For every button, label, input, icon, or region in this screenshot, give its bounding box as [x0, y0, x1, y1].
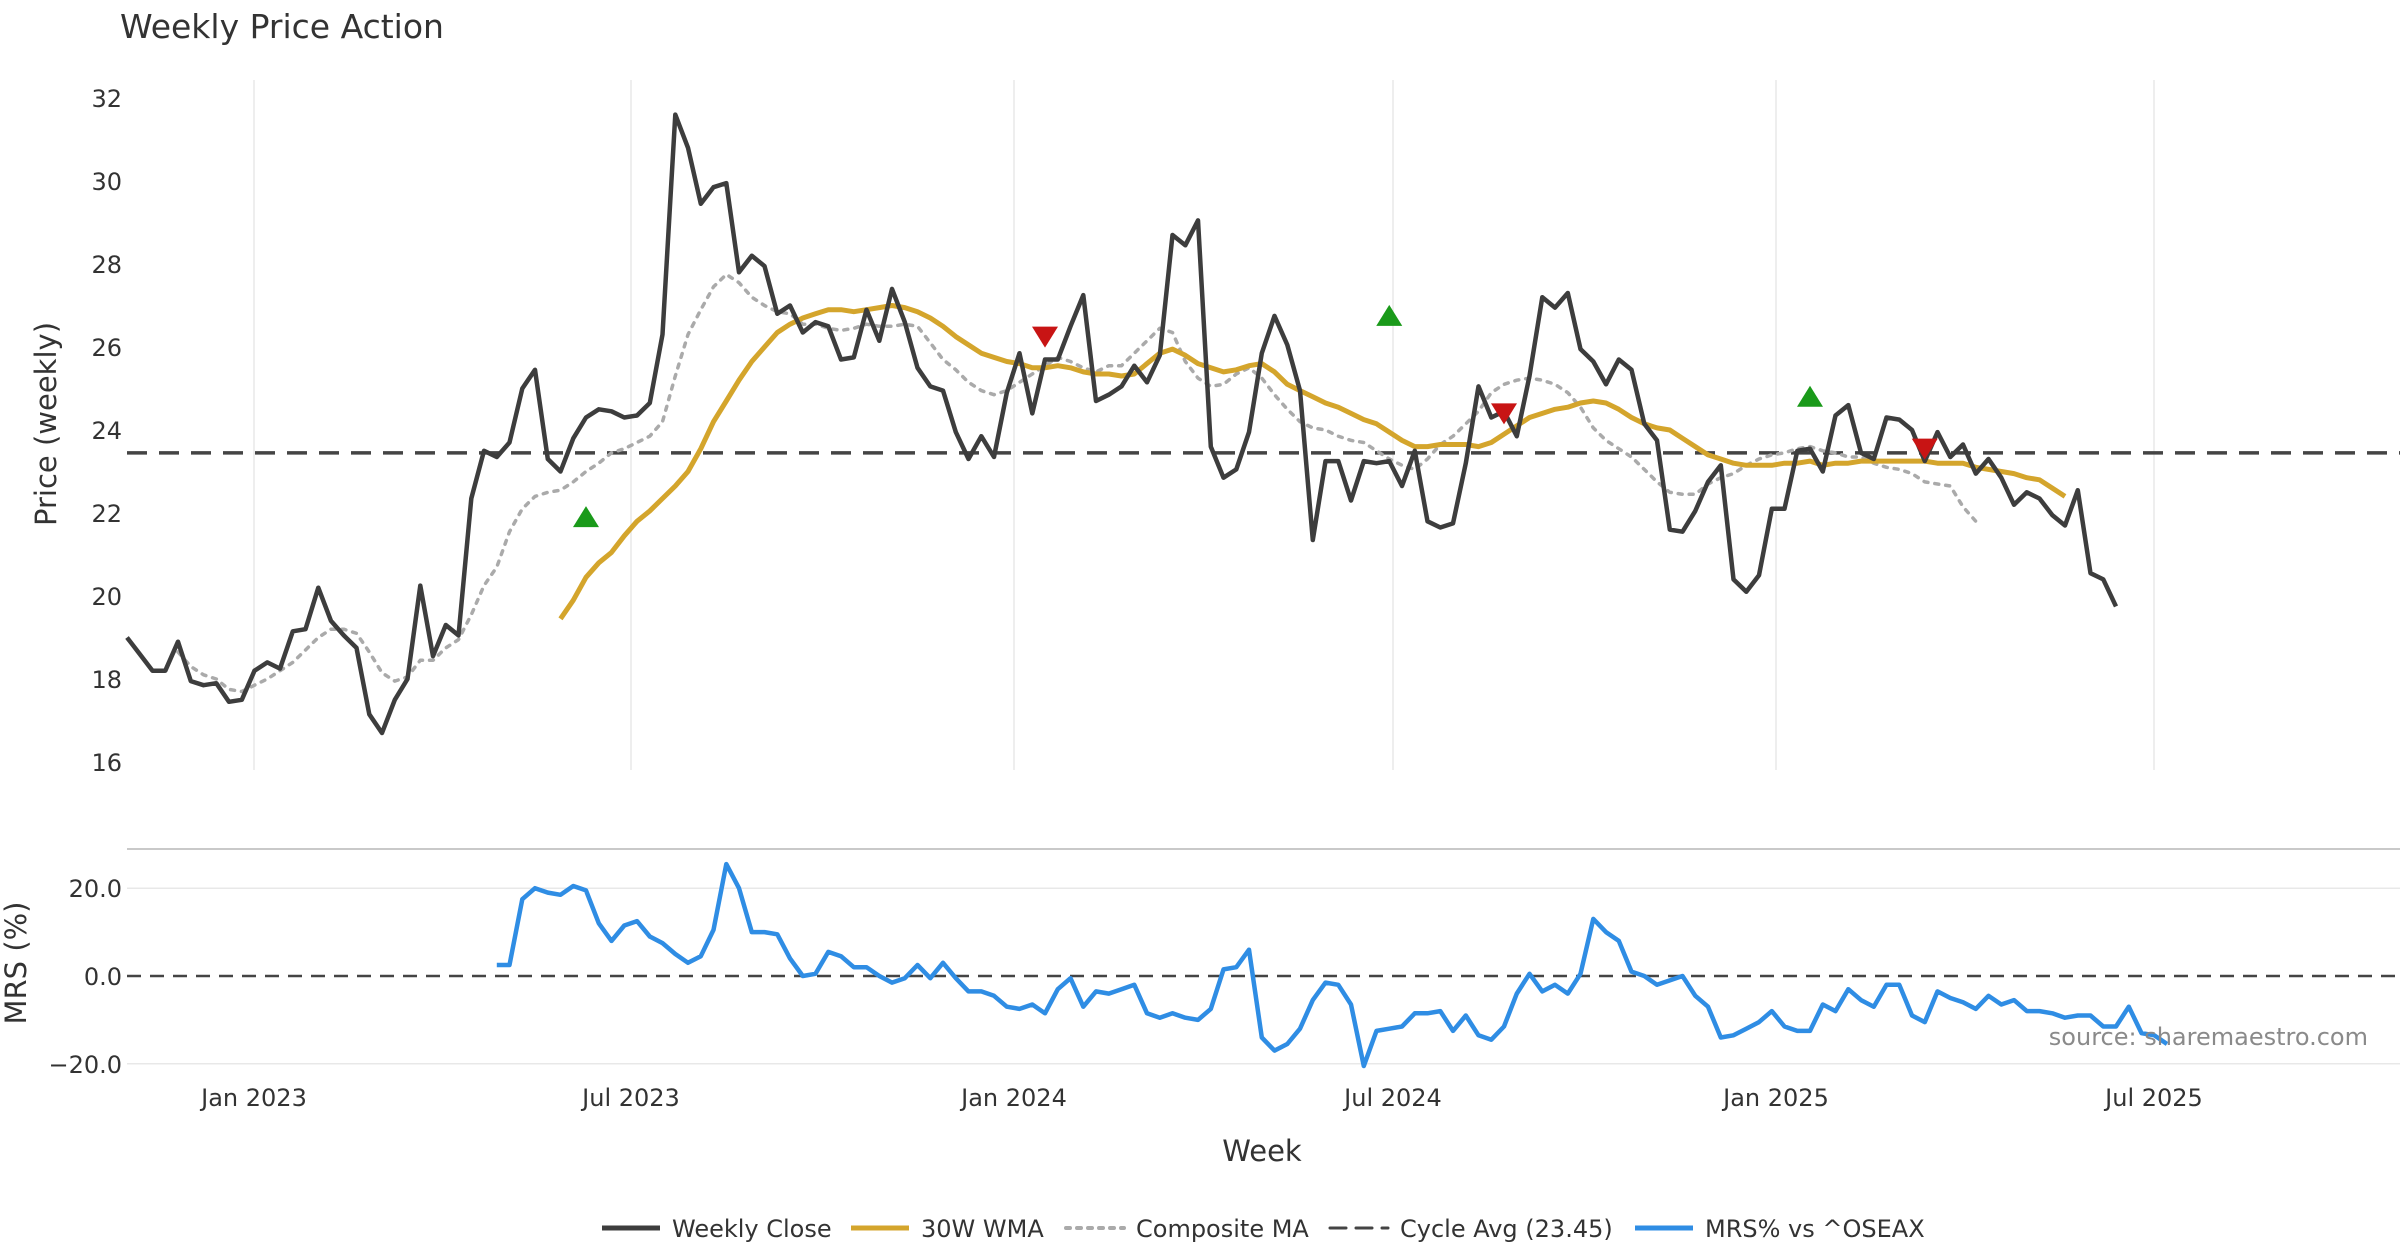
x-tick-label: Jan 2025 [1721, 1084, 1829, 1112]
legend-label: 30W WMA [921, 1215, 1044, 1243]
legend-label: MRS% vs ^OSEAX [1705, 1215, 1925, 1243]
price-y-tick-label: 18 [91, 666, 122, 694]
x-tick-label: Jan 2024 [959, 1084, 1067, 1112]
x-axis-ticks: Jan 2023 Jul 2023 Jan 2024 Jul 2024 Jan 2025… [199, 1084, 2203, 1112]
price-y-tick-label: 26 [91, 334, 122, 362]
price-y-tick-label: 16 [91, 749, 122, 777]
buy-signal-marker [1797, 385, 1823, 407]
x-tick-label: Jul 2024 [1342, 1084, 1442, 1112]
price-y-ticks: 16 18 20 22 24 26 28 30 32 [91, 85, 122, 777]
mrs-grid [127, 887, 2400, 1065]
signal-markers [573, 304, 1938, 528]
price-y-tick-label: 28 [91, 251, 122, 279]
price-y-tick-label: 20 [91, 583, 122, 611]
legend-label: Composite MA [1136, 1215, 1309, 1243]
x-axis-title: Week [1222, 1134, 1302, 1168]
legend-label: Cycle Avg (23.45) [1400, 1215, 1613, 1243]
mrs-y-ticks: 20.0 0.0 −20.0 [48, 875, 122, 1079]
legend: Weekly Close 30W WMA Composite MA Cycle Avg… [602, 1215, 1925, 1243]
mrs-series [496, 861, 2169, 1069]
price-grid [253, 80, 2155, 770]
buy-signal-marker [573, 506, 599, 528]
buy-signal-marker [1376, 304, 1403, 326]
mrs-y-axis-title: MRS (%) [0, 902, 33, 1025]
composite-ma-series [176, 272, 1978, 694]
weekly-close-series [125, 112, 2119, 736]
source-note: source: sharemaestro.com [2049, 1023, 2368, 1051]
mrs-y-tick-label: −20.0 [48, 1051, 122, 1079]
sell-signal-marker [1911, 438, 1938, 460]
price-y-tick-label: 32 [91, 85, 122, 113]
price-y-axis-title: Price (weekly) [29, 322, 63, 526]
price-y-tick-label: 22 [91, 500, 122, 528]
price-y-tick-label: 24 [91, 417, 122, 445]
wma-30w-series [558, 303, 2067, 621]
sell-signal-marker [1032, 326, 1058, 348]
legend-label: Weekly Close [672, 1215, 832, 1243]
mrs-y-tick-label: 0.0 [84, 963, 122, 991]
chart-title: Weekly Price Action [120, 7, 444, 46]
x-tick-label: Jan 2023 [199, 1084, 307, 1112]
sell-signal-marker [1491, 403, 1517, 425]
price-y-tick-label: 30 [91, 168, 122, 196]
mrs-y-tick-label: 20.0 [69, 875, 122, 903]
x-tick-label: Jul 2025 [2103, 1084, 2203, 1112]
x-tick-label: Jul 2023 [580, 1084, 680, 1112]
